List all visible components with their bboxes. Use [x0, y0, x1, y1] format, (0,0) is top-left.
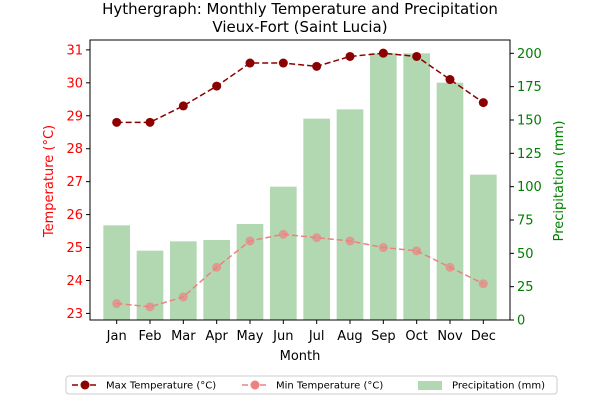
min-temp-point-jan: [112, 299, 122, 309]
y-right-tick-label: 100: [517, 180, 542, 195]
chart-title: Hythergraph: Monthly Temperature and Pre…: [102, 0, 498, 18]
legend-bar-swatch: [418, 381, 442, 390]
x-tick-label: Nov: [437, 329, 463, 344]
min-temp-point-dec: [478, 279, 488, 289]
max-temp-point-jul: [312, 61, 322, 71]
y-left-tick-label: 26: [66, 208, 83, 223]
legend-marker-swatch: [80, 380, 90, 390]
max-temp-point-aug: [345, 51, 355, 61]
precipitation-bar-sep: [370, 53, 397, 320]
precipitation-bar-jun: [270, 186, 297, 320]
y-left-tick-label: 30: [66, 76, 83, 91]
y-right-tick-label: 0: [517, 314, 525, 329]
legend-label: Max Temperature (°C): [106, 381, 216, 392]
min-temp-point-nov: [445, 262, 455, 272]
y-left-tick-label: 31: [66, 43, 83, 58]
precipitation-bar-mar: [170, 241, 197, 320]
y-right-tick-label: 175: [517, 80, 542, 95]
x-tick-label: May: [237, 329, 264, 344]
min-temp-point-oct: [412, 246, 422, 256]
x-tick-label: Oct: [405, 329, 427, 344]
min-temp-point-sep: [378, 243, 388, 253]
max-temp-point-nov: [445, 75, 455, 85]
y-right-tick-label: 50: [517, 247, 534, 262]
precipitation-bar-nov: [436, 82, 464, 321]
max-temp-point-jan: [112, 117, 122, 127]
y-right-tick-label: 200: [517, 47, 542, 62]
y-left-tick-label: 28: [66, 142, 83, 157]
legend-marker-swatch: [250, 380, 260, 390]
precipitation-bar-oct: [403, 53, 430, 320]
max-temp-line: [116, 52, 484, 124]
max-temp-point-dec: [478, 98, 488, 108]
precipitation-bar-jul: [303, 118, 330, 321]
y-right-tick-label: 125: [517, 147, 542, 162]
max-temp-point-oct: [412, 51, 422, 61]
y-left-tick-label: 27: [66, 175, 83, 190]
min-temp-point-jun: [278, 229, 288, 239]
x-tick-label: Sep: [371, 329, 396, 344]
x-tick-label: Aug: [337, 329, 362, 344]
min-temp-point-mar: [178, 292, 188, 302]
precipitation-bar-apr: [203, 240, 230, 320]
plot-frame: [89, 39, 511, 321]
x-tick-label: Mar: [171, 329, 196, 344]
y-left-tick-label: 23: [66, 307, 83, 322]
legend-label: Min Temperature (°C): [276, 381, 383, 392]
legend-label: Precipitation (mm): [452, 381, 545, 392]
y-left-tick-label: 25: [66, 241, 83, 256]
legend: Max Temperature (°C) Min Temperature (°C)…: [65, 375, 558, 395]
x-tick-label: Jun: [272, 329, 293, 344]
y-right-tick-label: 25: [517, 280, 534, 295]
max-temp-point-feb: [145, 117, 155, 127]
precipitation-bar-aug: [336, 109, 364, 320]
x-tick-label: Jan: [106, 329, 127, 344]
y-right-tick-label: 75: [517, 214, 534, 229]
y-axis-right-label: Precipitation (mm): [552, 121, 567, 242]
precipitation-bar-dec: [470, 174, 497, 320]
y-left-tick-label: 24: [66, 274, 83, 289]
y-axis-left-label: Temperature (°C): [42, 125, 57, 238]
chart-subtitle: Vieux-Fort (Saint Lucia): [212, 18, 387, 36]
x-tick-label: Dec: [471, 329, 496, 344]
x-tick-label: Jul: [308, 329, 325, 344]
min-temp-point-aug: [345, 236, 355, 246]
x-tick-label: Apr: [205, 329, 228, 344]
max-temp-point-sep: [378, 48, 388, 58]
min-temp-point-apr: [212, 262, 222, 272]
min-temp-point-jul: [312, 233, 322, 243]
min-temp-point-may: [245, 236, 255, 246]
max-temp-point-may: [245, 58, 255, 68]
y-right-tick-label: 150: [517, 114, 542, 129]
min-temp-point-feb: [145, 302, 155, 312]
x-axis-label: Month: [280, 349, 321, 364]
max-temp-point-mar: [178, 101, 188, 111]
plot-area: Jan Feb Mar Apr May Jun Jul Aug Sep Oct Nov Dec 23 24…: [66, 39, 542, 344]
max-temp-point-apr: [212, 81, 222, 91]
max-temp-point-jun: [278, 58, 288, 68]
y-left-tick-label: 29: [66, 109, 83, 124]
x-tick-label: Feb: [138, 329, 161, 344]
